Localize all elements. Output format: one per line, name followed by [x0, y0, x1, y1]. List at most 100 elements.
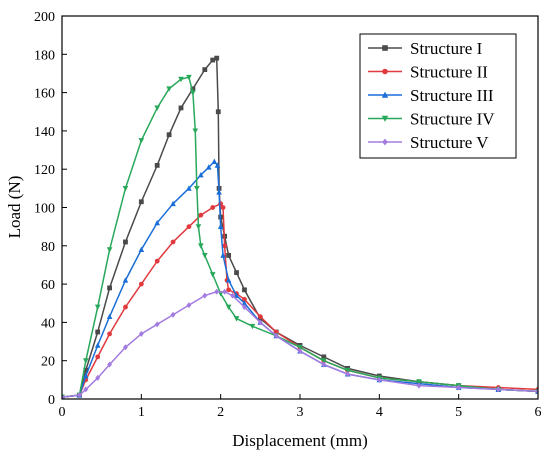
- data-point-marker: [106, 313, 113, 320]
- data-point-marker: [186, 302, 192, 309]
- x-tick-label: 3: [297, 405, 304, 420]
- data-point-marker: [211, 158, 218, 164]
- data-point-marker: [226, 287, 232, 293]
- y-tick-label: 40: [41, 316, 55, 331]
- data-point-marker: [495, 386, 501, 393]
- data-point-marker: [202, 292, 208, 299]
- data-point-marker: [138, 199, 144, 205]
- data-point-marker: [190, 90, 196, 96]
- data-point-marker: [170, 311, 176, 318]
- data-point-marker: [382, 68, 388, 75]
- data-point-marker: [225, 277, 232, 283]
- data-point-marker: [225, 304, 232, 311]
- x-tick-label: 1: [138, 405, 145, 420]
- data-point-marker: [186, 74, 192, 81]
- data-point-marker: [123, 304, 128, 310]
- data-point-marker: [345, 371, 350, 378]
- data-point-marker: [321, 358, 327, 364]
- data-point-marker: [273, 332, 279, 339]
- data-point-marker: [186, 224, 192, 230]
- data-point-marker: [222, 243, 228, 249]
- data-point-marker: [297, 348, 303, 355]
- data-point-marker: [220, 252, 226, 258]
- data-point-marker: [154, 219, 160, 226]
- data-point-marker: [83, 358, 89, 364]
- y-tick-label: 0: [48, 393, 55, 408]
- data-point-marker: [170, 239, 176, 245]
- data-point-marker: [95, 354, 101, 360]
- data-point-marker: [192, 128, 199, 134]
- data-point-marker: [220, 205, 226, 210]
- data-point-marker: [344, 367, 351, 374]
- y-tick-label: 80: [41, 240, 55, 255]
- y-tick-label: 180: [34, 48, 55, 63]
- data-point-marker: [456, 384, 462, 391]
- data-point-marker: [123, 239, 128, 245]
- data-point-marker: [122, 185, 129, 192]
- data-point-marker: [381, 115, 389, 122]
- data-point-marker: [202, 67, 208, 73]
- data-point-marker: [222, 288, 228, 295]
- y-axis-title: Load (N): [5, 176, 24, 239]
- data-point-marker: [138, 138, 145, 144]
- data-point-marker: [257, 314, 263, 320]
- data-point-marker: [198, 212, 204, 218]
- x-tick-label: 6: [535, 405, 542, 420]
- data-point-marker: [416, 382, 422, 389]
- series-group: [62, 55, 538, 399]
- legend-item: Structure III: [368, 86, 494, 105]
- data-point-marker: [138, 330, 144, 337]
- data-point-marker: [122, 277, 129, 283]
- data-point-marker: [178, 105, 184, 111]
- data-point-marker: [234, 270, 239, 276]
- data-point-marker: [215, 109, 221, 115]
- data-point-marker: [257, 319, 263, 326]
- y-tick-label: 120: [34, 163, 55, 178]
- data-point-marker: [210, 57, 216, 63]
- data-point-marker: [297, 344, 303, 351]
- data-point-marker: [216, 189, 222, 195]
- data-point-marker: [382, 138, 388, 146]
- data-point-marker: [273, 329, 279, 335]
- legend-label: Structure IV: [410, 110, 495, 129]
- plot-frame: [61, 15, 539, 400]
- legend-label: Structure V: [410, 133, 489, 152]
- data-point-marker: [170, 200, 176, 207]
- y-tick-label: 60: [41, 278, 55, 293]
- data-point-marker: [214, 55, 220, 61]
- y-tick-label: 160: [34, 87, 55, 102]
- legend: Structure I Structure II Structure III Stru…: [359, 33, 517, 159]
- data-point-marker: [376, 376, 382, 383]
- data-point-marker: [138, 281, 144, 287]
- data-point-marker: [230, 292, 235, 299]
- y-tick-label: 140: [34, 125, 55, 140]
- data-point-marker: [198, 243, 204, 249]
- data-point-marker: [83, 367, 89, 373]
- data-point-marker: [381, 91, 389, 98]
- x-tick-label: 2: [217, 405, 224, 420]
- data-point-marker: [209, 272, 216, 278]
- data-point-marker: [138, 246, 145, 253]
- data-point-marker: [95, 374, 101, 381]
- legend-item: Structure I: [368, 39, 483, 58]
- data-point-marker: [83, 373, 89, 379]
- legend-label: Structure I: [410, 39, 483, 58]
- data-point-marker: [205, 164, 212, 170]
- data-point-marker: [249, 323, 256, 330]
- data-point-marker: [107, 285, 112, 291]
- x-tick-label: 5: [455, 405, 462, 420]
- data-point-marker: [217, 291, 224, 297]
- data-point-marker: [217, 223, 224, 230]
- data-point-marker: [233, 292, 240, 298]
- data-point-marker: [241, 300, 248, 306]
- data-point-marker: [83, 386, 89, 393]
- data-point-marker: [321, 361, 327, 368]
- data-point-marker: [210, 205, 216, 210]
- legend-item: Structure II: [368, 63, 488, 82]
- data-point-marker: [154, 258, 160, 264]
- data-point-marker: [178, 76, 184, 83]
- data-point-marker: [123, 344, 128, 351]
- data-point-marker: [202, 252, 208, 259]
